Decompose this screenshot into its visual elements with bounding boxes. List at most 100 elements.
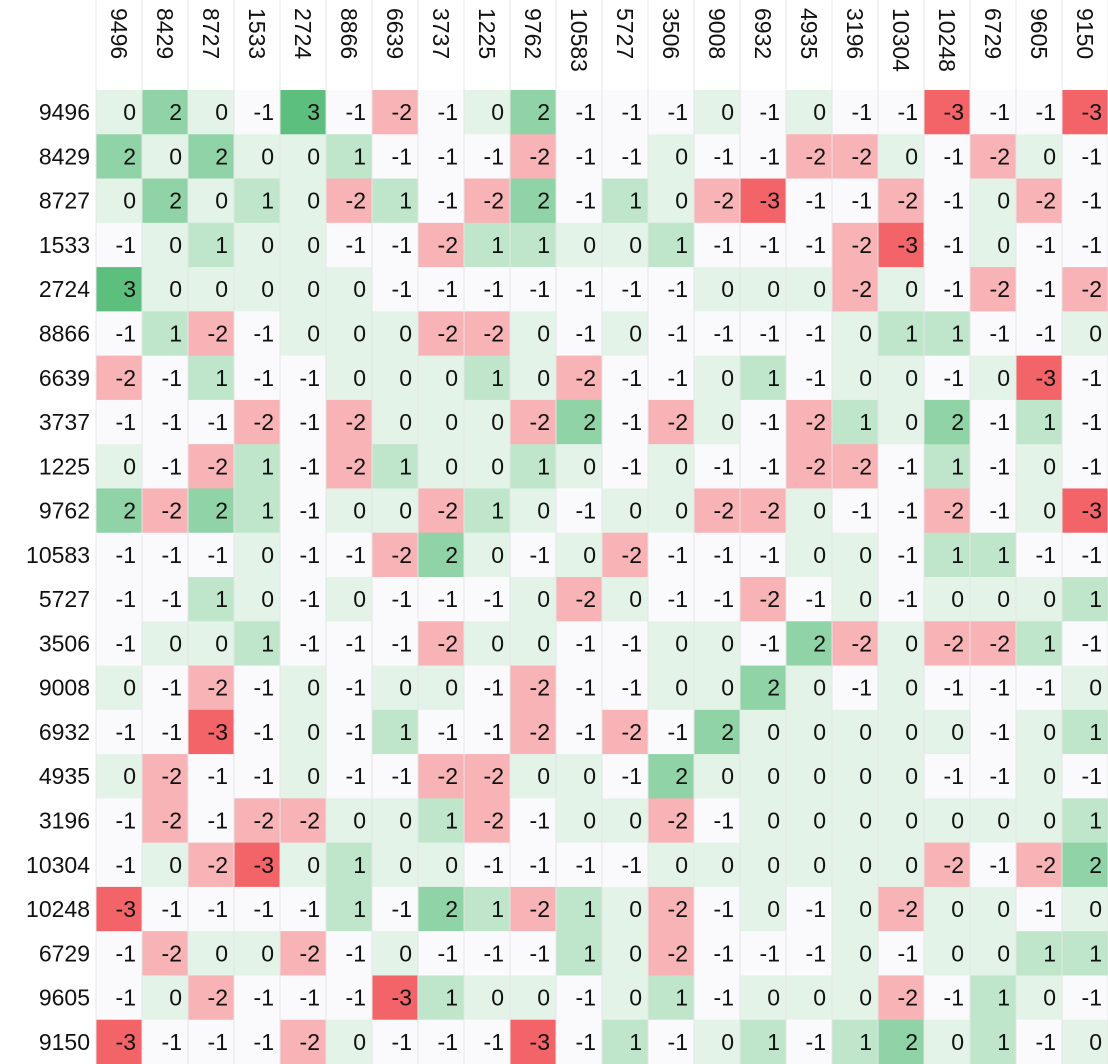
cell-value-label: 0 [353,365,366,391]
heatmap-cell [142,399,189,445]
heatmap-cell [234,709,281,755]
heatmap-cell [924,754,971,799]
heatmap-cell [740,754,787,799]
heatmap-cell [878,90,925,135]
cell-value-label: -1 [162,896,182,922]
cell-value-label: -1 [668,542,688,568]
heatmap-cell [878,842,925,888]
cell-value-label: -1 [254,321,274,347]
cell-value-label: 0 [905,143,918,169]
heatmap-cell [280,886,327,932]
heatmap-cell [96,355,143,401]
heatmap-cell [326,399,373,445]
cell-value-label: -1 [392,763,412,789]
heatmap-cell [188,399,235,445]
cell-value-label: 0 [399,498,412,524]
cell-value-label: 0 [859,940,872,966]
cell-value-label: -1 [1036,896,1056,922]
heatmap-cell [326,311,373,357]
heatmap-cell [510,842,557,888]
cell-value-label: -1 [300,365,320,391]
heatmap-cell [970,886,1017,932]
cell-value-label: -1 [852,675,872,701]
heatmap-cell [786,222,833,268]
cell-value-label: 0 [629,586,642,612]
heatmap-cell [234,267,281,312]
heatmap-cell [418,842,465,888]
cell-value-label: 2 [675,763,688,789]
cell-value-label: 0 [767,985,780,1011]
heatmap-cell [924,975,971,1021]
cell-value-label: 1 [353,852,366,878]
heatmap-cell [142,621,189,667]
heatmap-cell [832,134,879,180]
cell-value-label: 1 [951,542,964,568]
cell-value-label: -3 [530,1029,550,1055]
heatmap-cell [326,488,373,534]
cell-value-label: 1 [445,985,458,1011]
cell-value-label: 2 [721,719,734,745]
heatmap-cell [740,311,787,357]
cell-value-label: 0 [721,409,734,435]
heatmap-cell [510,975,557,1021]
cell-value-label: 0 [629,985,642,1011]
cell-value-label: -3 [392,985,412,1011]
cell-value-label: -2 [668,940,688,966]
heatmap-cell [970,665,1017,711]
cell-value-label: -1 [898,542,918,568]
heatmap-cell [1062,709,1108,755]
cell-value-label: -1 [162,1029,182,1055]
row-label: 10583 [26,542,90,568]
heatmap-cell [510,754,557,799]
cell-value-label: 2 [123,498,136,524]
row-label: 3737 [39,409,90,435]
cell-value-label: 1 [537,232,550,258]
heatmap-cell [234,178,281,224]
cell-value-label: -1 [576,99,596,125]
heatmap-cell [372,842,419,888]
column-label: 10583 [566,8,592,72]
heatmap-cell [1016,355,1063,401]
cell-value-label: 0 [583,232,596,258]
heatmap-cell [142,134,189,180]
heatmap-cell [878,311,925,357]
heatmap-cell [372,222,419,268]
heatmap-cell [372,311,419,357]
cell-value-label: -1 [806,586,826,612]
cell-value-label: 0 [813,719,826,745]
heatmap-cell [326,90,373,135]
heatmap-cell [326,222,373,268]
cell-value-label: -1 [944,276,964,302]
heatmap-cell [464,709,511,755]
cell-value-label: -1 [576,143,596,169]
heatmap-cell [96,222,143,268]
cell-value-label: -1 [576,630,596,656]
heatmap-cell [1062,842,1108,888]
row-label: 6729 [39,940,90,966]
cell-value-label: 0 [675,143,688,169]
cell-value-label: 0 [767,852,780,878]
cell-value-label: 1 [261,498,274,524]
cell-value-label: 1 [1089,940,1102,966]
cell-value-label: 3 [307,99,320,125]
column-label: 1533 [244,8,270,59]
heatmap-cell [694,222,741,268]
cell-value-label: -1 [1082,188,1102,214]
heatmap-cell [786,90,833,135]
heatmap-cell [372,621,419,667]
heatmap-cell [326,665,373,711]
cell-value-label: -1 [1082,365,1102,391]
cell-value-label: -1 [1036,232,1056,258]
cell-value-label: 0 [721,675,734,701]
heatmap-cell [142,577,189,622]
cell-value-label: -1 [208,896,228,922]
heatmap-cell [878,355,925,401]
heatmap-cell [832,222,879,268]
heatmap-cell [464,621,511,667]
heatmap-cell [326,532,373,578]
cell-value-label: -1 [1036,99,1056,125]
row-labels: 9496 8429 8727 1533 2724 8866 6639 3737 1225 9762… [26,99,90,1055]
cell-value-label: -2 [898,896,918,922]
cell-value-label: 2 [169,188,182,214]
cell-value-label: -2 [806,143,826,169]
